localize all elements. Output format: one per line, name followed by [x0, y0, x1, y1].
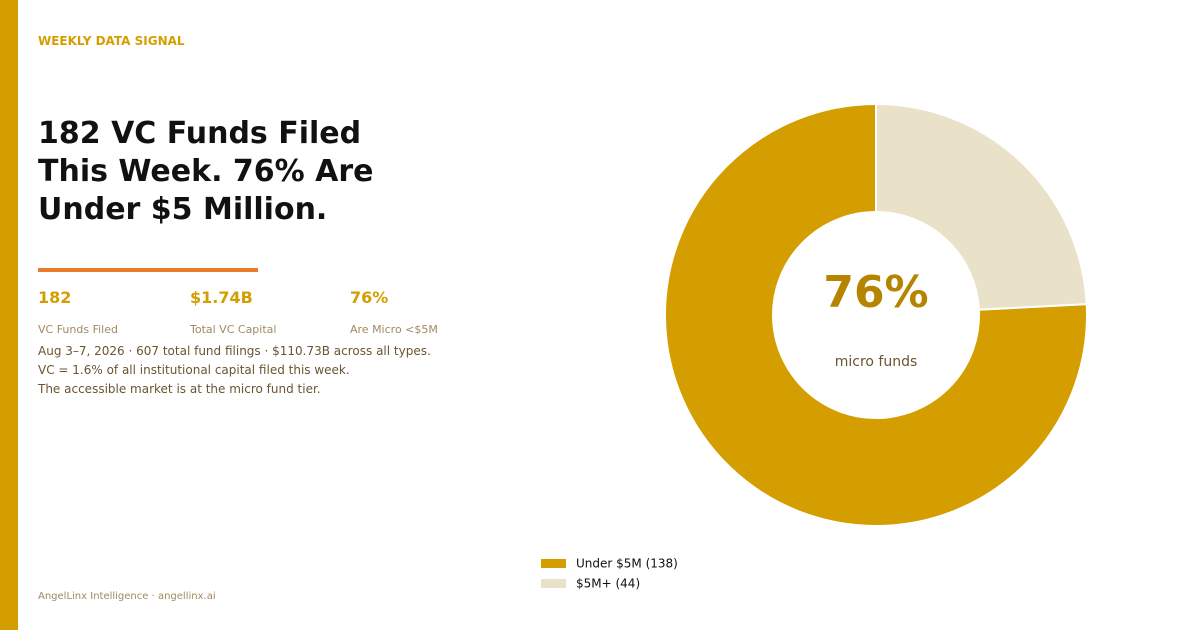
legend-label: Under $5M (138): [576, 557, 678, 571]
legend-label: $5M+ (44): [576, 577, 640, 591]
stat-label: Are Micro <$5M: [350, 323, 438, 336]
description: Aug 3–7, 2026 · 607 total fund filings ·…: [38, 342, 431, 399]
donut-slice: [664, 102, 1089, 527]
donut-slice: [875, 102, 1088, 311]
headline: 182 VC Funds Filed This Week. 76% Are Un…: [38, 115, 374, 229]
description-line: The accessible market is at the micro fu…: [38, 382, 321, 396]
stat-value: 76%: [350, 288, 389, 307]
headline-line: 182 VC Funds Filed: [38, 116, 362, 151]
stat: $1.74B Total VC Capital: [190, 288, 276, 336]
eyebrow: WEEKLY DATA SIGNAL: [38, 34, 185, 48]
footer: AngelLinx Intelligence · angellinx.ai: [38, 591, 216, 602]
stat-label: VC Funds Filed: [38, 323, 118, 336]
headline-line: Under $5 Million.: [38, 192, 328, 227]
headline-line: This Week. 76% Are: [38, 154, 374, 189]
stat-label: Total VC Capital: [190, 323, 277, 336]
stat: 76% Are Micro <$5M: [350, 288, 438, 336]
divider: [38, 268, 258, 272]
description-line: VC = 1.6% of all institutional capital f…: [38, 363, 350, 377]
accent-bar: [0, 0, 18, 630]
center-value: 76%: [823, 267, 928, 318]
legend-swatch: [541, 579, 566, 588]
stat-value: $1.74B: [190, 288, 253, 307]
description-line: Aug 3–7, 2026 · 607 total fund filings ·…: [38, 344, 431, 358]
center-label: micro funds: [835, 354, 918, 370]
stat: 182 VC Funds Filed: [38, 288, 118, 336]
legend-swatch: [541, 559, 566, 568]
stat-value: 182: [38, 288, 72, 307]
